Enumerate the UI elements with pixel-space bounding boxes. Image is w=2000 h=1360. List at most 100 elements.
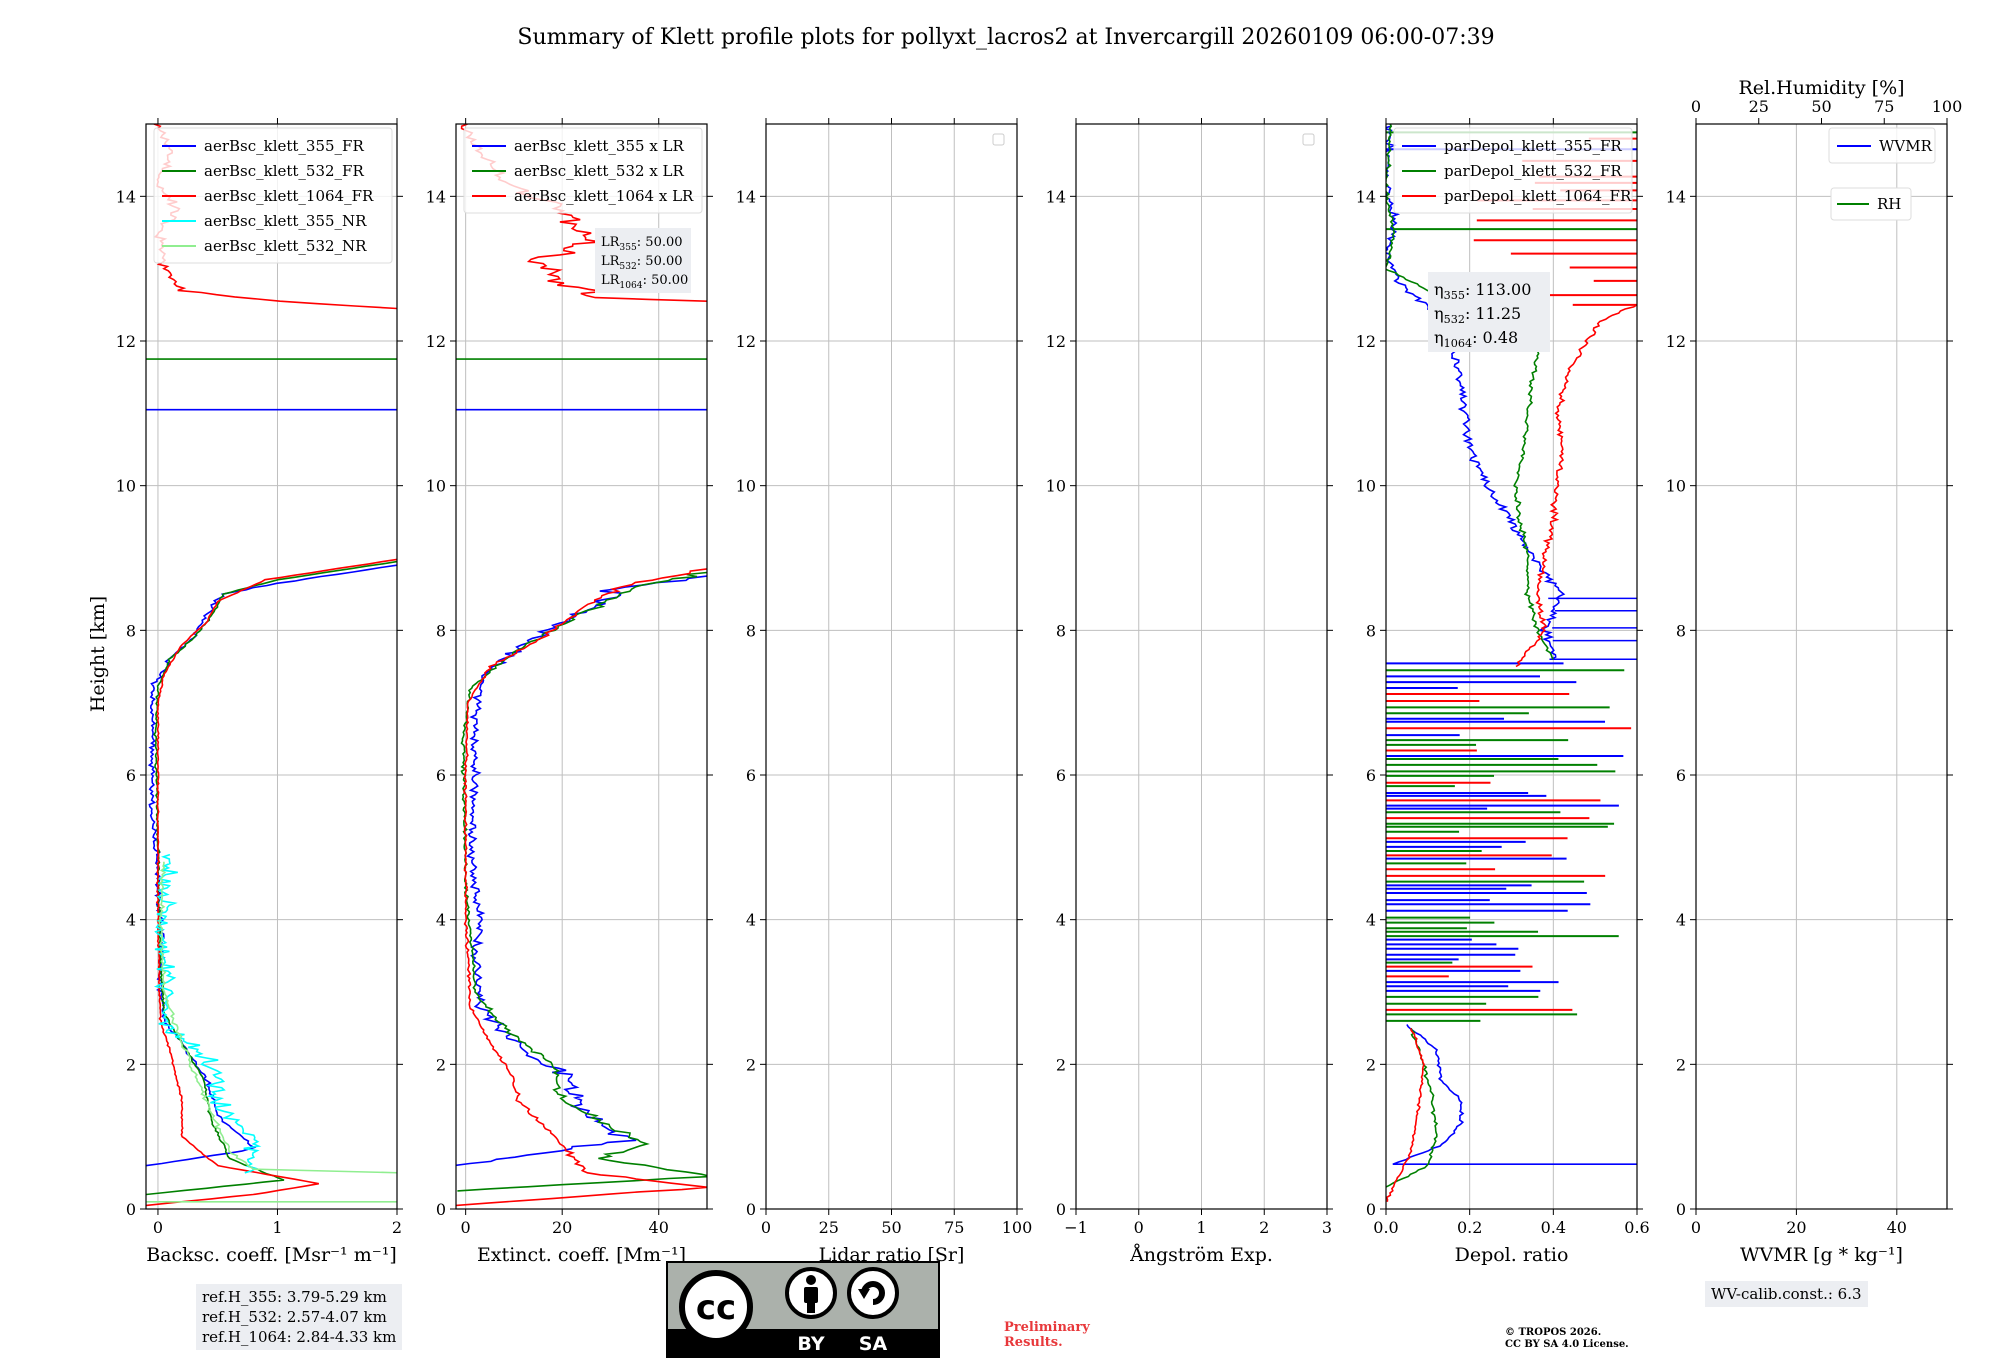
- top-axis-label: Rel.Humidity [%]: [1738, 77, 1904, 99]
- y-tick-label: 12: [1046, 332, 1066, 351]
- y-tick-label: 12: [736, 332, 756, 351]
- x-tick-label: 1: [1196, 1218, 1206, 1237]
- legend-entry: aerBsc_klett_1064_FR: [204, 187, 374, 205]
- y-tick-label: 2: [126, 1055, 136, 1074]
- y-tick-label: 14: [1666, 187, 1686, 206]
- y-tick-label: 6: [126, 766, 136, 785]
- x-tick-label: 3: [1322, 1218, 1332, 1237]
- y-tick-label: 4: [436, 911, 446, 930]
- y-tick-label: 0: [436, 1200, 446, 1219]
- y-axis-label: Height [km]: [87, 596, 109, 712]
- axes-frame: [145, 123, 398, 1210]
- plot-area: [146, 124, 397, 1207]
- legend-entry: RH: [1877, 195, 1901, 213]
- x-tick-label: 2: [392, 1218, 402, 1237]
- x-tick-label: 20: [1786, 1218, 1806, 1237]
- annotation-line: LR1064: 50.00: [601, 273, 688, 291]
- annotation-box: [1428, 272, 1550, 352]
- y-tick-label: 8: [436, 621, 446, 640]
- y-tick-label: 0: [1056, 1200, 1066, 1219]
- y-tick-label: 8: [1366, 621, 1376, 640]
- y-tick-label: 4: [1366, 911, 1376, 930]
- series-pardepol-klett-355-fr: [1392, 1024, 1637, 1165]
- preliminary-line-2: Results.: [1004, 1335, 1063, 1350]
- axes-frame: [455, 123, 708, 1210]
- legend-entry: aerBsc_klett_532 x LR: [514, 162, 685, 180]
- empty-legend-box: [992, 133, 1005, 146]
- preliminary-results-note: Preliminary Results.: [1004, 1320, 1090, 1350]
- axes-frame: [1385, 123, 1638, 1210]
- cc-text: cc: [696, 1288, 736, 1328]
- legend-box: [463, 127, 703, 214]
- ref-height-1064: ref.H_1064: 2.84-4.33 km: [202, 1328, 397, 1346]
- y-tick-label: 8: [1056, 621, 1066, 640]
- y-tick-label: 14: [1046, 187, 1066, 206]
- axes-frame: [1695, 123, 1948, 1210]
- x-tick-label: 0: [461, 1218, 471, 1237]
- ref-height-355: ref.H_355: 3.79-5.29 km: [202, 1288, 387, 1306]
- y-tick-label: 2: [1676, 1055, 1686, 1074]
- x-tick-label: 40: [1887, 1218, 1907, 1237]
- y-tick-label: 10: [1046, 477, 1066, 496]
- x-tick-label: 0.6: [1624, 1218, 1649, 1237]
- y-tick-label: 12: [1666, 332, 1686, 351]
- y-tick-label: 4: [1676, 911, 1686, 930]
- x-tick-label: 40: [649, 1218, 669, 1237]
- x-tick-label: 0: [153, 1218, 163, 1237]
- y-tick-label: 10: [736, 477, 756, 496]
- legend-entry: parDepol_klett_532_FR: [1444, 162, 1622, 180]
- x-tick-label: 0.4: [1541, 1218, 1566, 1237]
- sa-label: SA: [859, 1333, 888, 1355]
- annotation-box: [595, 228, 691, 293]
- reference-heights-box: ref.H_355: 3.79-5.29 km ref.H_532: 2.57-…: [196, 1284, 403, 1350]
- x-tick-label: 100: [1002, 1218, 1033, 1237]
- y-tick-label: 6: [436, 766, 446, 785]
- y-tick-label: 8: [1676, 621, 1686, 640]
- series-aerbsc-klett-355-nr: [153, 853, 262, 1174]
- y-tick-label: 12: [1356, 332, 1376, 351]
- x-axis-label: Backsc. coeff. [Msr⁻¹ m⁻¹]: [146, 1244, 397, 1266]
- panel-5: 0.0 0.2 0.4 0.6 0 2 4 6 8 10 12 14 Depol. ratio parDe…: [1356, 118, 1650, 1266]
- legend-entry: parDepol_klett_355_FR: [1444, 137, 1622, 155]
- legend-entry: aerBsc_klett_532_FR: [204, 162, 364, 180]
- y-tick-label: 14: [426, 187, 446, 206]
- panel-6: 0 20 40 0 2 4 6 8 10 12 14 WVMR [g * kg⁻¹] 0 25 50 75 10…: [1666, 77, 1963, 1266]
- legend-entry: aerBsc_klett_355 x LR: [514, 137, 685, 155]
- wv-calibration-box: WV-calib.const.: 6.3: [1705, 1281, 1868, 1307]
- y-tick-label: 12: [116, 332, 136, 351]
- legend-entry: WVMR: [1879, 137, 1933, 155]
- x-axis-label: Lidar ratio [Sr]: [819, 1244, 965, 1266]
- series-aerbsc-klett-1064-fr: [146, 558, 397, 1207]
- legend-entry: parDepol_klett_1064_FR: [1444, 187, 1632, 205]
- x-tick-label: 2: [1259, 1218, 1269, 1237]
- x-tick-label: 0: [761, 1218, 771, 1237]
- y-tick-label: 8: [746, 621, 756, 640]
- y-tick-label: 2: [436, 1055, 446, 1074]
- copyright-note: © TROPOS 2026. CC BY SA 4.0 License.: [1505, 1327, 1629, 1351]
- panel-3: 0 25 50 75 100 0 2 4 6 8 10 12 14 Lidar ratio [Sr]: [736, 118, 1033, 1266]
- copyright-line-2: CC BY SA 4.0 License.: [1505, 1339, 1629, 1350]
- y-tick-label: 8: [126, 621, 136, 640]
- top-tick-label: 50: [1811, 97, 1831, 116]
- figure-title: Summary of Klett profile plots for polly…: [517, 25, 1494, 50]
- x-axis-label: Depol. ratio: [1455, 1244, 1569, 1266]
- x-tick-label: 50: [881, 1218, 901, 1237]
- x-axis-label: WVMR [g * kg⁻¹]: [1740, 1244, 1903, 1266]
- y-tick-label: 4: [1056, 911, 1066, 930]
- legend-entry: aerBsc_klett_355_FR: [204, 137, 364, 155]
- y-tick-label: 14: [116, 187, 136, 206]
- cc-by-sa-graphic: cc BY SA: [668, 1267, 938, 1356]
- y-tick-label: 6: [746, 766, 756, 785]
- y-tick-label: 6: [1056, 766, 1066, 785]
- y-tick-label: 2: [1366, 1055, 1376, 1074]
- y-tick-label: 0: [1366, 1200, 1376, 1219]
- copyright-line-1: © TROPOS 2026.: [1505, 1327, 1602, 1338]
- y-tick-label: 10: [1356, 477, 1376, 496]
- y-tick-label: 2: [746, 1055, 756, 1074]
- x-tick-label: 1: [272, 1218, 282, 1237]
- top-tick-label: 0: [1691, 97, 1701, 116]
- preliminary-line-1: Preliminary: [1004, 1320, 1090, 1335]
- legend-entry: aerBsc_klett_355_NR: [204, 212, 367, 230]
